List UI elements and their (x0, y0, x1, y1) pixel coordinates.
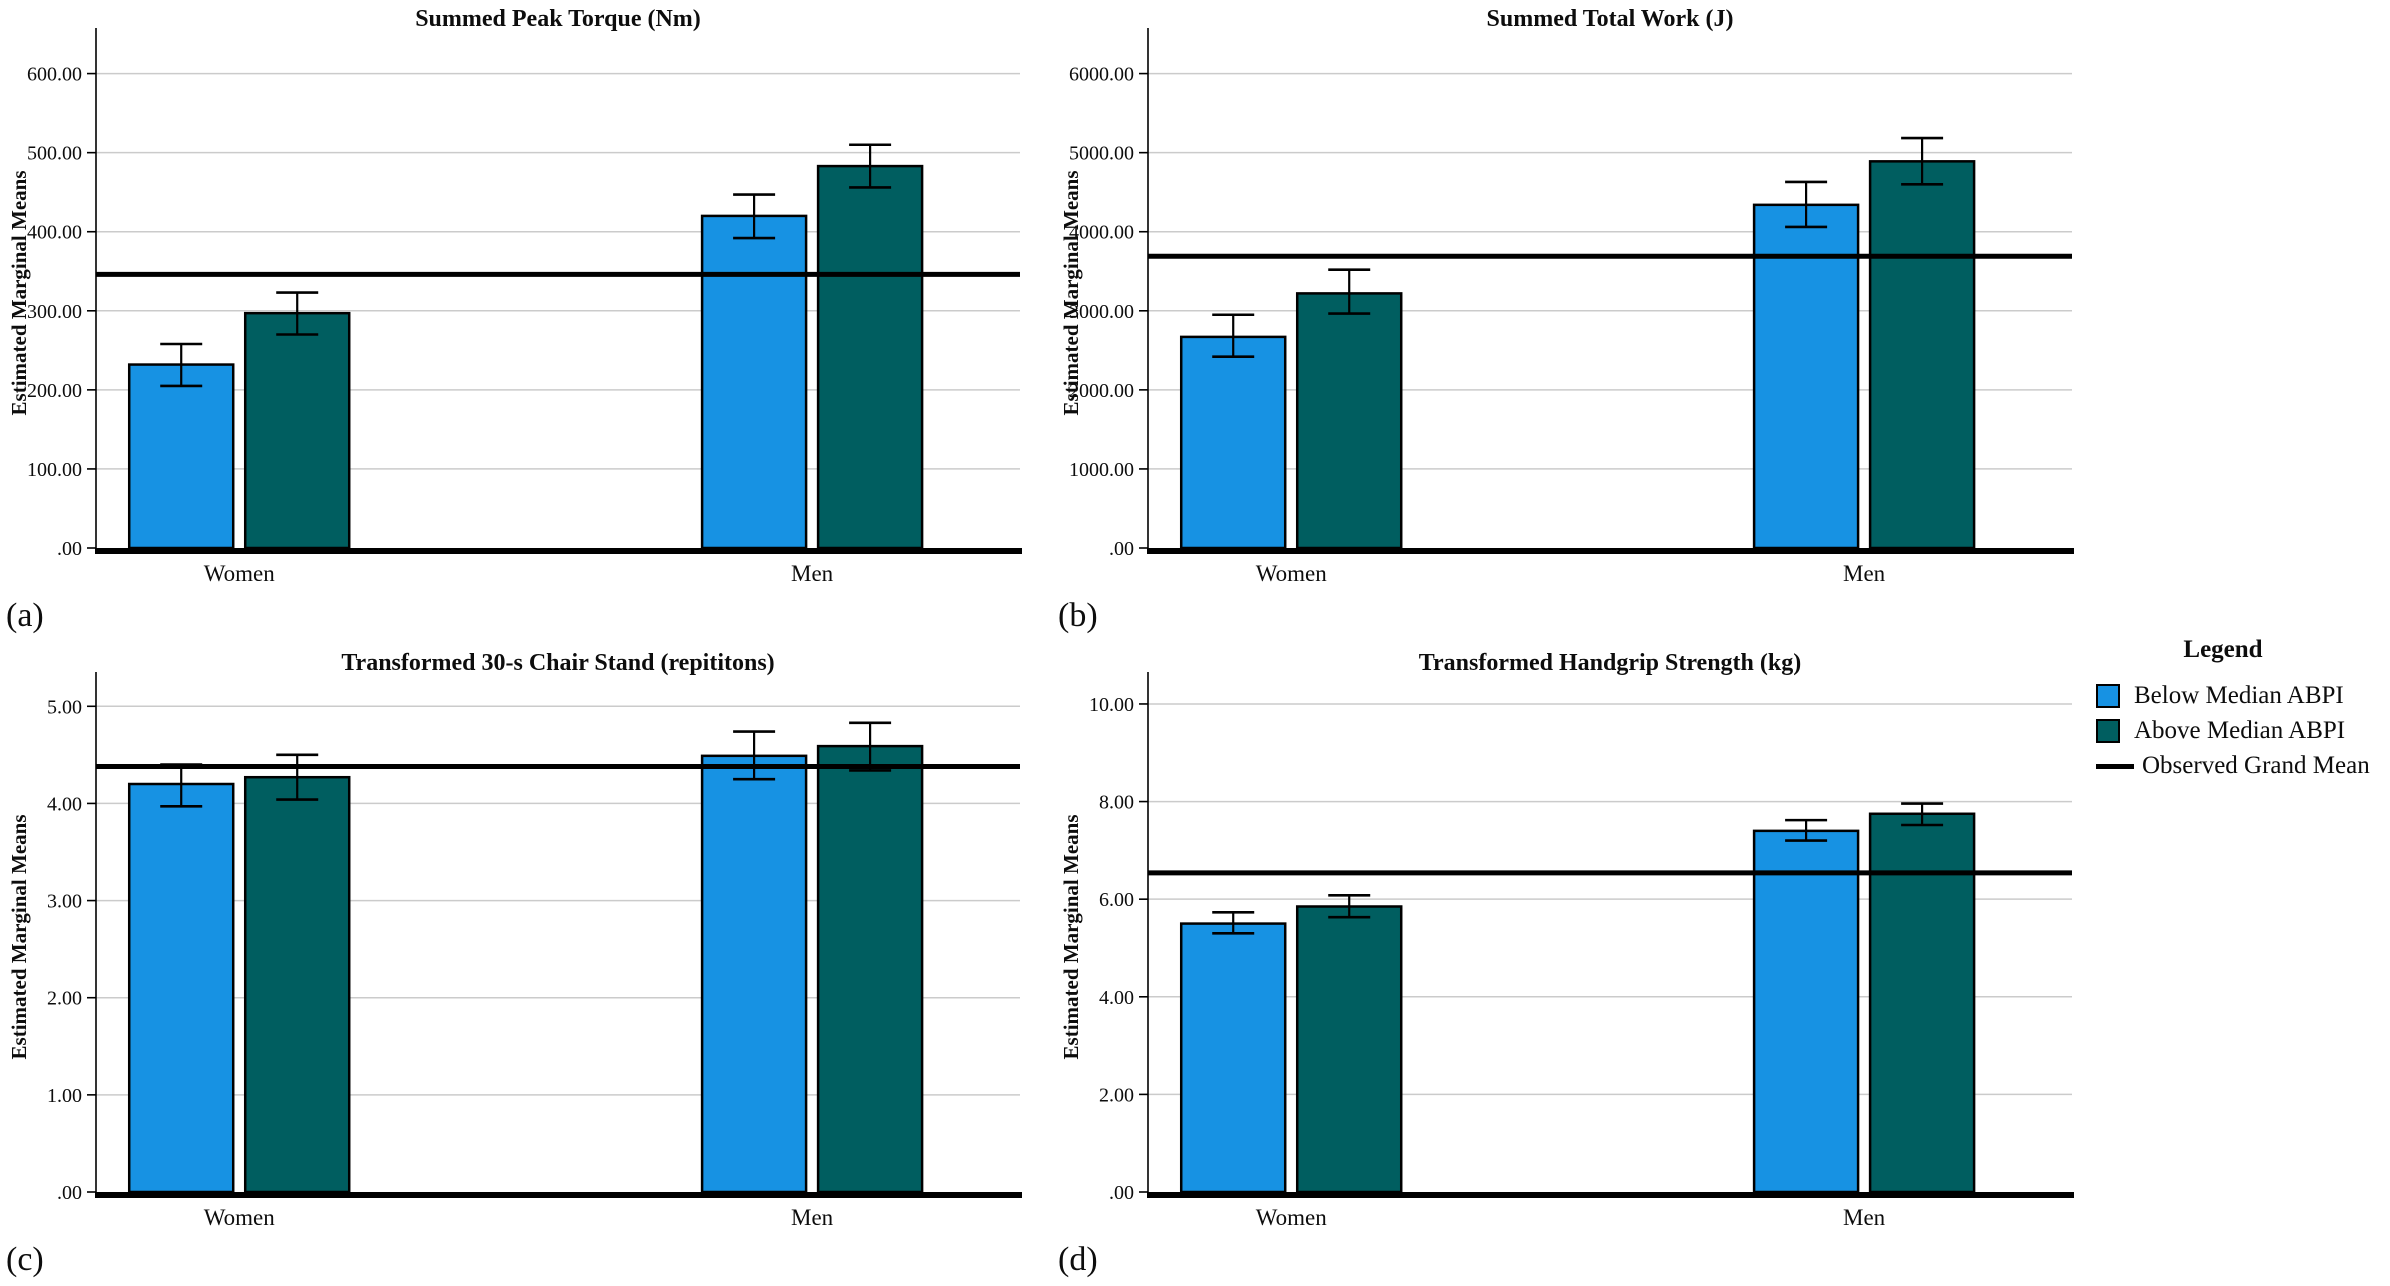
bar-below-women (127, 782, 235, 1194)
y-tick-label: 5.00 (47, 696, 82, 718)
bar-chart-c: .00 1.00 2.00 3.00 4.00 5.00 Women Men Transform… (6, 650, 1022, 1278)
y-tick-label: 2.00 (1099, 1084, 1134, 1106)
y-tick-label: .00 (57, 538, 82, 560)
y-axis-label: Estimated Marginal Means (7, 815, 31, 1060)
y-tick-label: 6000.00 (1069, 64, 1134, 86)
panel-b-summed-total-work: .00 1000.00 2000.00 3000.00 4000.00 5000.00 60… (1052, 0, 2097, 642)
y-tick-label: 300.00 (27, 301, 82, 323)
y-tick-label: 1000.00 (1069, 459, 1134, 481)
panel-title: Summed Total Work (J) (1487, 6, 1734, 32)
panel-letter: (d) (1058, 1241, 1098, 1278)
bar-chart-d: .00 2.00 4.00 6.00 8.00 10.00 Women Men Transfor… (1058, 650, 2074, 1278)
grand-mean-line-swatch-icon (2096, 763, 2134, 769)
legend-item-below-median: Below Median ABPI (2096, 682, 2390, 710)
category-label: Men (791, 1205, 834, 1230)
legend-label: Above Median ABPI (2134, 717, 2346, 744)
category-label: Men (1843, 561, 1886, 586)
panel-title: Transformed 30-s Chair Stand (repititons… (341, 650, 774, 676)
bar-below-men (700, 754, 808, 1194)
legend: Legend Below Median ABPI Above Median AB… (2096, 636, 2390, 787)
above-median-swatch-icon (2096, 719, 2120, 743)
y-tick-label: 10.00 (1089, 694, 1134, 716)
panel-letter: (b) (1058, 597, 1098, 634)
bar-above-women (1295, 292, 1403, 550)
y-tick-label: 2.00 (47, 988, 82, 1010)
bar-below-women (1179, 922, 1287, 1194)
below-median-swatch-icon (2096, 684, 2120, 708)
y-tick-label: 3.00 (47, 891, 82, 913)
y-tick-label: .00 (1109, 538, 1134, 560)
bar-above-women (243, 775, 351, 1194)
y-tick-label: 200.00 (27, 380, 82, 402)
y-tick-label: 100.00 (27, 459, 82, 481)
y-tick-label: 500.00 (27, 143, 82, 165)
category-label: Women (204, 1205, 275, 1230)
bar-above-women (1295, 905, 1403, 1194)
category-label: Women (204, 561, 275, 586)
y-tick-label: 4.00 (47, 793, 82, 815)
y-tick-label: .00 (57, 1182, 82, 1204)
bar-above-men (816, 164, 924, 550)
panel-title: Transformed Handgrip Strength (kg) (1419, 650, 1801, 676)
bar-below-men (700, 214, 808, 550)
panel-title: Summed Peak Torque (Nm) (415, 6, 701, 32)
y-tick-label: .00 (1109, 1182, 1134, 1204)
category-label: Men (1843, 1205, 1886, 1230)
panel-letter: (a) (6, 597, 44, 634)
y-axis-label: Estimated Marginal Means (1059, 815, 1083, 1060)
category-label: Men (791, 561, 834, 586)
y-tick-label: 4.00 (1099, 987, 1134, 1009)
panel-c-chair-stand: .00 1.00 2.00 3.00 4.00 5.00 Women Men Transform… (0, 644, 1045, 1286)
bar-below-women (127, 363, 235, 550)
bar-above-men (816, 744, 924, 1194)
legend-label: Observed Grand Mean (2142, 752, 2370, 779)
panel-letter: (c) (6, 1241, 44, 1278)
legend-title: Legend (2183, 636, 2263, 663)
y-axis-label: Estimated Marginal Means (1059, 171, 1083, 416)
bar-above-women (243, 311, 351, 550)
category-label: Women (1256, 1205, 1327, 1230)
category-label: Women (1256, 561, 1327, 586)
y-tick-label: 1.00 (47, 1085, 82, 1107)
y-tick-label: 2000.00 (1069, 380, 1134, 402)
panel-d-handgrip-strength: .00 2.00 4.00 6.00 8.00 10.00 Women Men Transfor… (1052, 644, 2097, 1286)
bar-above-men (1868, 160, 1976, 550)
y-tick-label: 3000.00 (1069, 301, 1134, 323)
legend-item-above-median: Above Median ABPI (2096, 717, 2390, 745)
y-tick-label: 600.00 (27, 64, 82, 86)
y-tick-label: 8.00 (1099, 792, 1134, 814)
y-tick-label: 4000.00 (1069, 222, 1134, 244)
legend-label: Below Median ABPI (2134, 682, 2344, 709)
bar-below-women (1179, 335, 1287, 550)
bar-chart-b: .00 1000.00 2000.00 3000.00 4000.00 5000.00 60… (1058, 6, 2074, 634)
y-tick-label: 5000.00 (1069, 143, 1134, 165)
bar-chart-a: .00 100.00 200.00 300.00 400.00 500.00 600.00 W… (6, 6, 1022, 634)
y-axis-label: Estimated Marginal Means (7, 171, 31, 416)
panel-a-summed-peak-torque: .00 100.00 200.00 300.00 400.00 500.00 600.00 W… (0, 0, 1045, 642)
legend-item-grand-mean: Observed Grand Mean (2096, 752, 2390, 780)
y-tick-label: 400.00 (27, 222, 82, 244)
y-tick-label: 6.00 (1099, 889, 1134, 911)
bar-below-men (1752, 829, 1860, 1194)
